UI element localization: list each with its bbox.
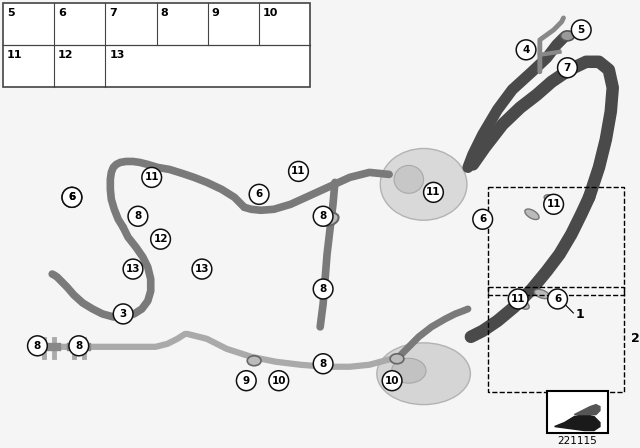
Text: 6: 6 bbox=[58, 8, 66, 18]
Circle shape bbox=[313, 206, 333, 226]
Text: 6: 6 bbox=[554, 294, 561, 304]
Text: 10: 10 bbox=[271, 376, 286, 386]
Circle shape bbox=[572, 20, 591, 40]
Ellipse shape bbox=[390, 354, 404, 364]
Text: 11: 11 bbox=[7, 50, 22, 60]
Circle shape bbox=[516, 40, 536, 60]
Circle shape bbox=[249, 185, 269, 204]
Text: 5: 5 bbox=[7, 8, 15, 18]
Text: 1: 1 bbox=[575, 308, 584, 321]
Circle shape bbox=[69, 336, 89, 356]
Text: 6: 6 bbox=[255, 190, 262, 199]
Circle shape bbox=[557, 58, 577, 78]
Ellipse shape bbox=[380, 148, 467, 220]
Polygon shape bbox=[574, 405, 600, 414]
Bar bbox=[3, 3, 310, 87]
Text: 10: 10 bbox=[263, 8, 278, 18]
Text: 8: 8 bbox=[161, 8, 168, 18]
Text: 6: 6 bbox=[68, 192, 76, 202]
Ellipse shape bbox=[377, 343, 470, 405]
Text: 9: 9 bbox=[243, 376, 250, 386]
Text: 13: 13 bbox=[125, 264, 140, 274]
Circle shape bbox=[123, 259, 143, 279]
Text: 13: 13 bbox=[195, 264, 209, 274]
Ellipse shape bbox=[321, 213, 339, 226]
Text: 7: 7 bbox=[109, 8, 117, 18]
Text: 11: 11 bbox=[426, 187, 441, 197]
Circle shape bbox=[142, 168, 161, 187]
Text: 13: 13 bbox=[109, 50, 125, 60]
Ellipse shape bbox=[394, 165, 424, 194]
Text: 6: 6 bbox=[479, 214, 486, 224]
Text: 10: 10 bbox=[385, 376, 399, 386]
Polygon shape bbox=[555, 414, 600, 431]
Text: 12: 12 bbox=[154, 234, 168, 244]
Ellipse shape bbox=[247, 356, 261, 366]
Text: 8: 8 bbox=[319, 211, 327, 221]
Circle shape bbox=[382, 371, 402, 391]
Circle shape bbox=[128, 206, 148, 226]
Text: 3: 3 bbox=[120, 309, 127, 319]
Ellipse shape bbox=[392, 358, 426, 383]
Ellipse shape bbox=[561, 31, 574, 41]
Ellipse shape bbox=[525, 209, 539, 220]
Text: 2: 2 bbox=[632, 332, 640, 345]
Circle shape bbox=[62, 187, 82, 207]
Circle shape bbox=[313, 354, 333, 374]
Ellipse shape bbox=[544, 195, 559, 204]
Ellipse shape bbox=[515, 299, 529, 309]
Circle shape bbox=[508, 289, 528, 309]
Bar bbox=[488, 287, 623, 392]
Circle shape bbox=[113, 304, 133, 324]
Text: 8: 8 bbox=[34, 341, 41, 351]
Text: 8: 8 bbox=[319, 284, 327, 294]
Circle shape bbox=[424, 182, 444, 202]
Bar bbox=[547, 391, 608, 432]
Text: 11: 11 bbox=[291, 166, 306, 177]
Text: 11: 11 bbox=[547, 199, 561, 209]
Text: 12: 12 bbox=[58, 50, 74, 60]
Text: 11: 11 bbox=[511, 294, 525, 304]
Text: 8: 8 bbox=[319, 359, 327, 369]
Text: 11: 11 bbox=[145, 172, 159, 182]
Circle shape bbox=[236, 371, 256, 391]
Circle shape bbox=[313, 279, 333, 299]
Text: 4: 4 bbox=[522, 45, 530, 55]
Circle shape bbox=[544, 194, 563, 214]
Text: 221115: 221115 bbox=[557, 435, 597, 445]
Text: 8: 8 bbox=[134, 211, 141, 221]
Ellipse shape bbox=[534, 289, 549, 299]
Circle shape bbox=[269, 371, 289, 391]
Circle shape bbox=[548, 289, 568, 309]
Circle shape bbox=[62, 187, 82, 207]
Text: 7: 7 bbox=[564, 63, 571, 73]
Circle shape bbox=[289, 161, 308, 181]
Text: 5: 5 bbox=[577, 25, 585, 35]
Text: 6: 6 bbox=[68, 192, 76, 202]
Bar bbox=[488, 187, 623, 295]
Circle shape bbox=[151, 229, 170, 249]
Circle shape bbox=[473, 209, 493, 229]
Text: 8: 8 bbox=[75, 341, 83, 351]
Text: 9: 9 bbox=[212, 8, 220, 18]
Circle shape bbox=[192, 259, 212, 279]
Circle shape bbox=[28, 336, 47, 356]
